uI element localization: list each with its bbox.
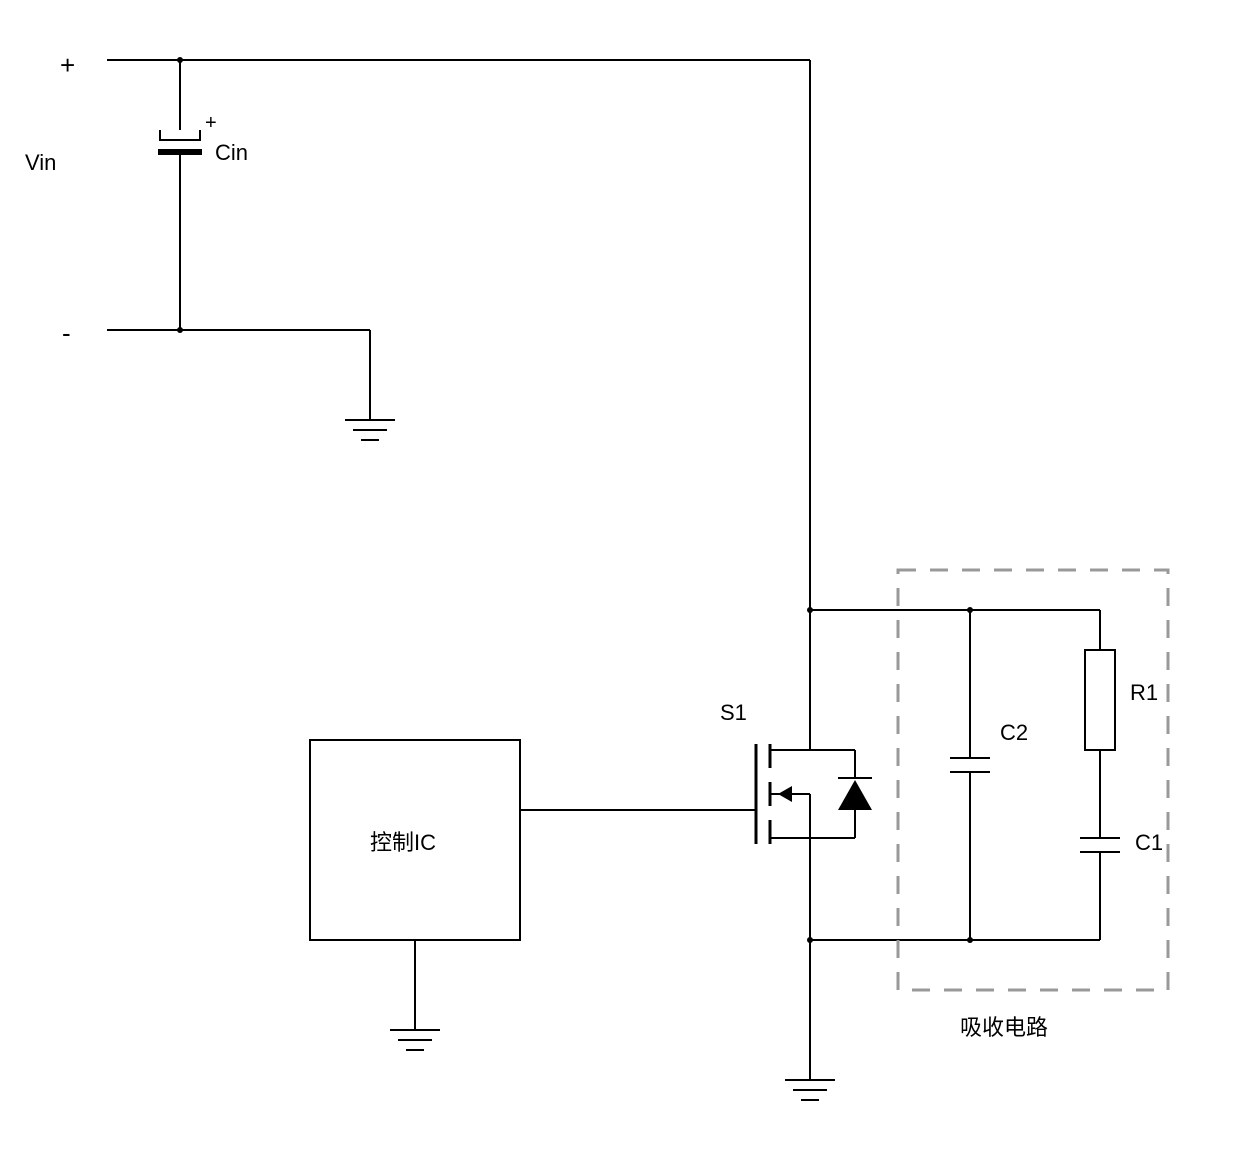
diode-triangle (838, 780, 872, 810)
label-s1: S1 (720, 700, 747, 726)
label-control-ic: 控制IC (370, 825, 436, 857)
label-vin-plus: + (60, 50, 75, 81)
r1-body (1085, 650, 1115, 750)
label-snubber: 吸收电路 (960, 1010, 1048, 1042)
node-snub-bot-main (807, 937, 813, 943)
node-snub-bot-c2 (967, 937, 973, 943)
label-r1: R1 (1130, 680, 1158, 706)
cin-top-plate (160, 130, 200, 140)
node-snub-top-c2 (967, 607, 973, 613)
label-cin-plus: + (205, 112, 217, 135)
snubber-box (898, 570, 1168, 990)
circuit-svg (0, 0, 1242, 1157)
node-cin-top (177, 57, 183, 63)
node-cin-bot (177, 327, 183, 333)
label-vin: Vin (25, 150, 56, 176)
label-c1: C1 (1135, 830, 1163, 856)
label-c2: C2 (1000, 720, 1028, 746)
node-snub-top-main (807, 607, 813, 613)
label-vin-minus: - (62, 318, 71, 349)
label-cin: Cin (215, 140, 248, 166)
mosfet-body-arrow (778, 786, 792, 802)
